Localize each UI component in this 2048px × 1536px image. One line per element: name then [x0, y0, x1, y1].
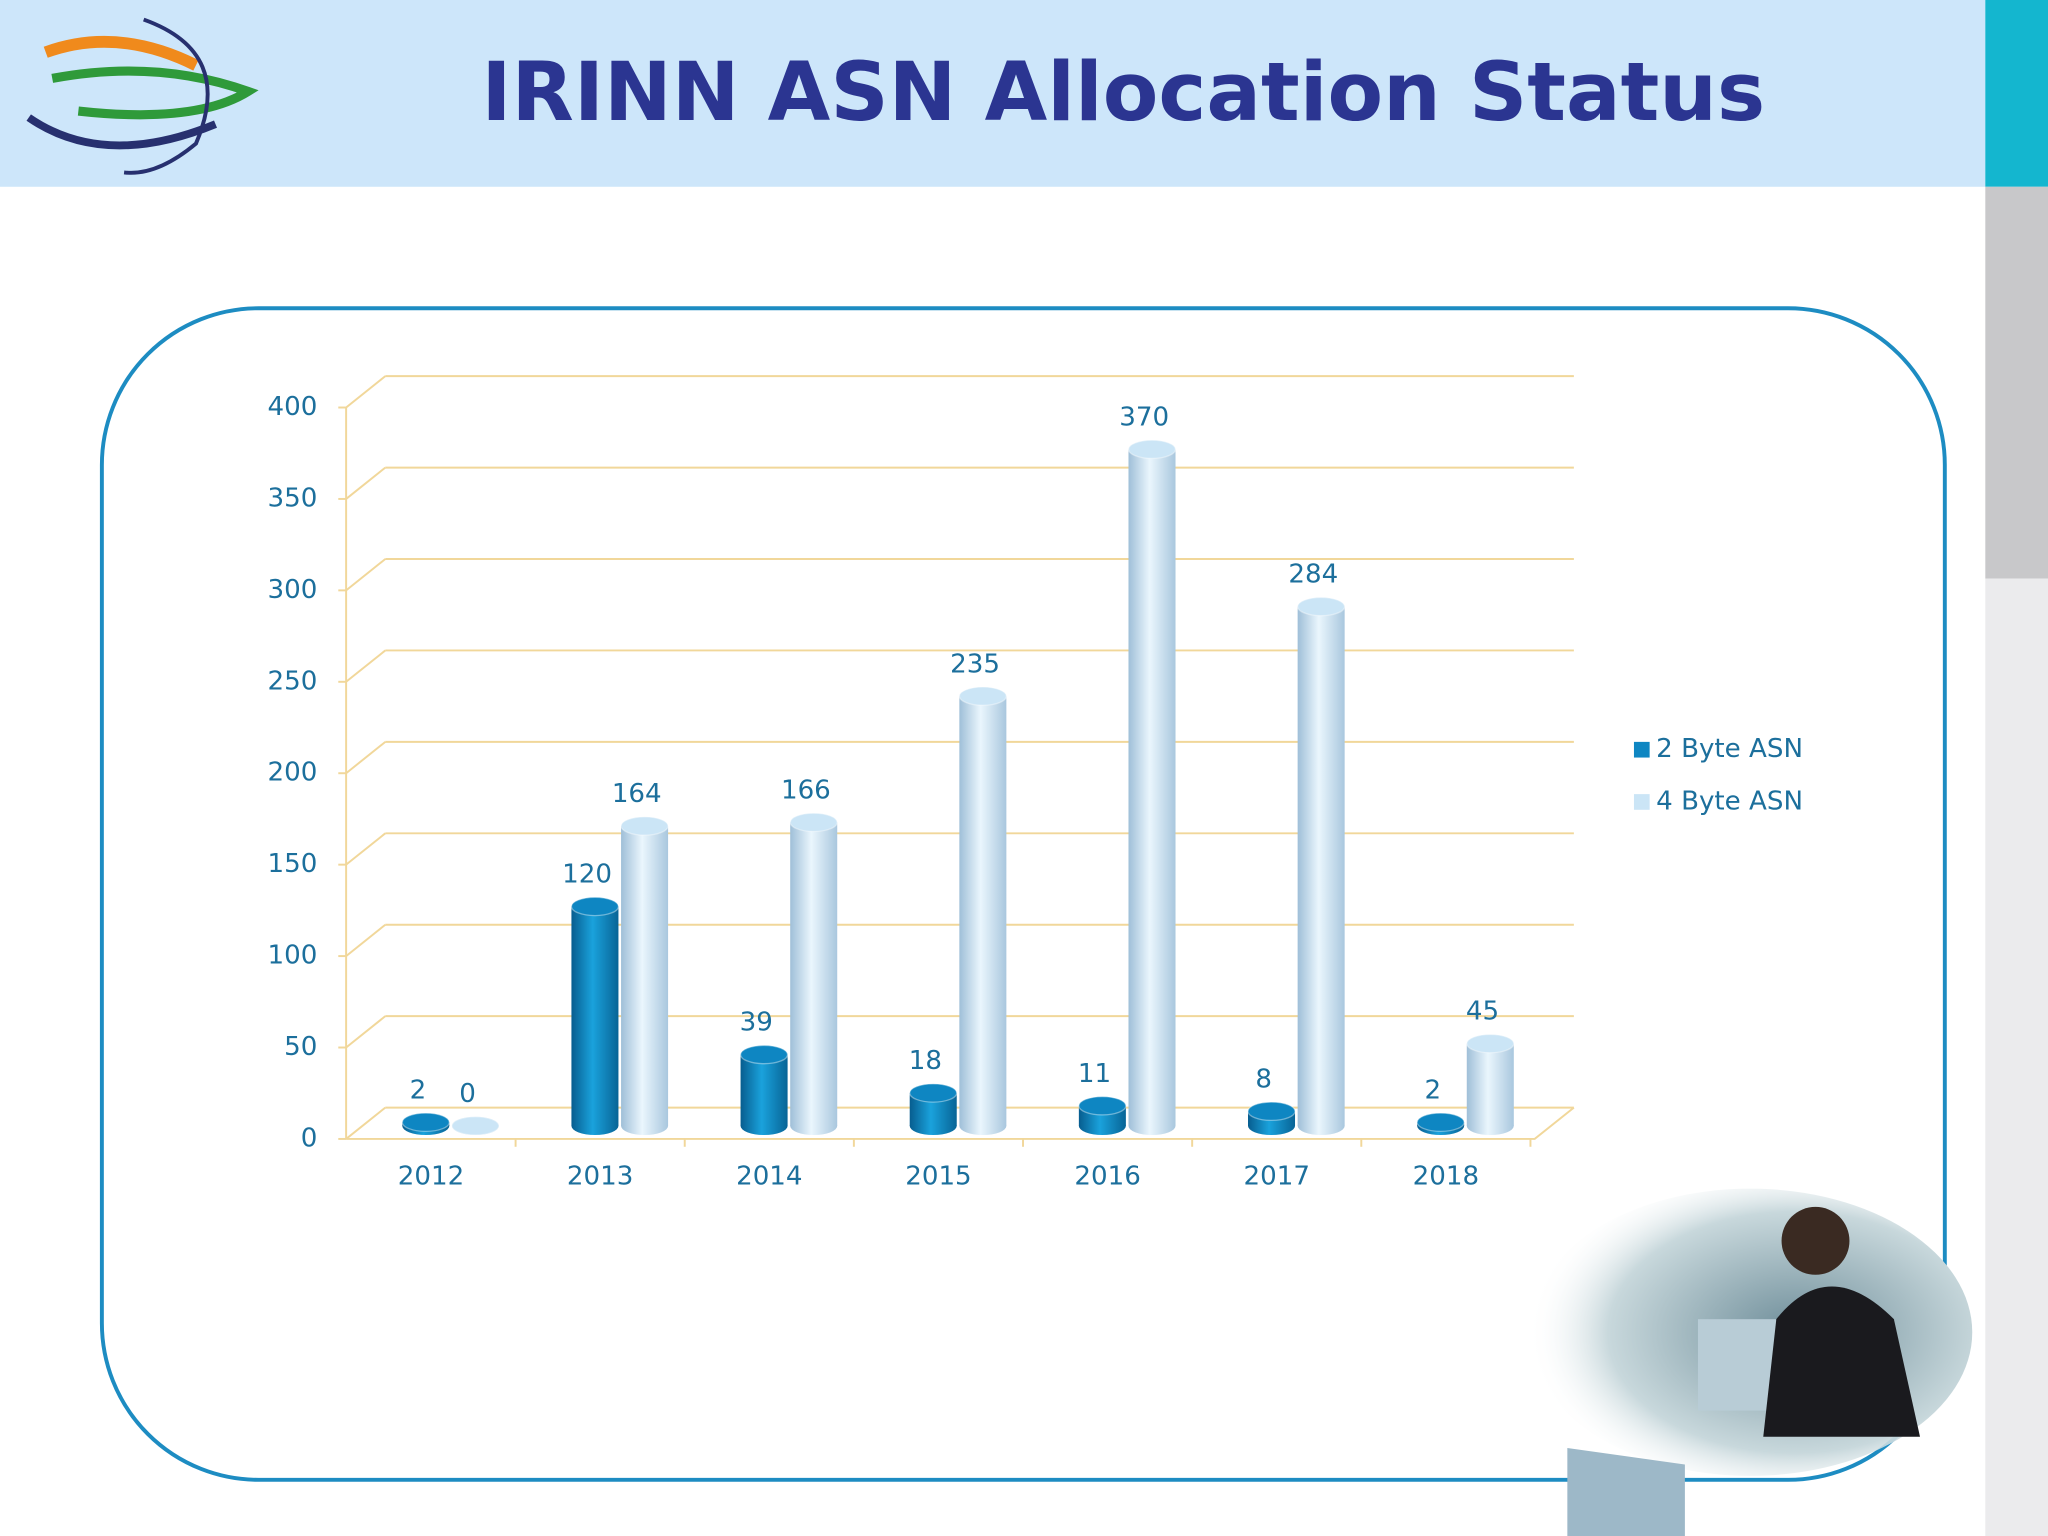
- grid-line: [345, 558, 386, 592]
- bar: [1296, 596, 1346, 1136]
- bar: [401, 1112, 450, 1136]
- chart-frame: [99, 306, 1947, 1482]
- x-tick-label: 2016: [1074, 1161, 1140, 1191]
- bar: [739, 1044, 789, 1136]
- bar: [1416, 1112, 1465, 1136]
- bar: [1466, 1033, 1515, 1136]
- grid-line: [345, 649, 386, 683]
- y-tick-label: 0: [301, 1123, 318, 1153]
- y-tick-label: 400: [268, 392, 318, 422]
- x-tick-label: 2017: [1244, 1161, 1310, 1191]
- logo: [26, 17, 259, 175]
- legend-swatch: [1633, 794, 1650, 810]
- data-label: 18: [909, 1046, 942, 1076]
- bar: [570, 896, 620, 1136]
- side-strip: [1985, 0, 2048, 187]
- x-tick-label: 2018: [1413, 1161, 1479, 1191]
- bar: [1247, 1101, 1296, 1136]
- data-label: 370: [1119, 402, 1169, 432]
- data-label: 284: [1288, 560, 1338, 590]
- data-label: 0: [459, 1079, 476, 1109]
- data-label: 39: [740, 1008, 773, 1038]
- header-band: [0, 0, 1986, 187]
- slide-title: IRINN ASN Allocation Status: [481, 46, 1765, 140]
- y-tick-label: 350: [268, 483, 318, 513]
- x-tick-label: 2015: [905, 1161, 971, 1191]
- floor: [346, 1106, 1575, 1140]
- x-tick-label: 2013: [567, 1161, 633, 1191]
- data-label: 235: [950, 649, 1000, 679]
- bar: [451, 1116, 500, 1136]
- data-label: 2: [1425, 1075, 1442, 1105]
- bar: [620, 816, 669, 1136]
- grid-line: [345, 1106, 386, 1140]
- grid-line: [345, 741, 386, 774]
- bar: [958, 686, 1008, 1136]
- x-tick-label: 2014: [736, 1161, 802, 1191]
- y-tick-label: 300: [268, 575, 318, 605]
- legend-label: 2 Byte ASN: [1656, 734, 1803, 764]
- y-tick-label: 50: [284, 1032, 317, 1062]
- data-label: 45: [1466, 997, 1499, 1027]
- plot: 0 50 100 150 200 250 300 350 400 2012 2 0 2013 120 164…: [268, 375, 1803, 1191]
- legend-label: 4 Byte ASN: [1656, 786, 1803, 816]
- grid-line: [345, 1015, 386, 1049]
- data-label: 2: [410, 1075, 427, 1105]
- photo: [1528, 1188, 1973, 1536]
- bar: [909, 1083, 958, 1136]
- side-strip: [1985, 186, 2048, 579]
- grid-line: [345, 466, 386, 500]
- bar: [789, 812, 838, 1136]
- grid-line: [345, 923, 386, 957]
- data-label: 120: [562, 860, 612, 890]
- grid-line: [345, 832, 386, 866]
- y-tick-label: 250: [268, 666, 318, 696]
- data-label: 8: [1255, 1064, 1272, 1094]
- x-tick-label: 2012: [398, 1161, 464, 1191]
- y-tick-label: 150: [268, 849, 318, 879]
- data-label: 11: [1078, 1059, 1111, 1089]
- bar: [1078, 1095, 1127, 1136]
- y-tick-label: 100: [268, 941, 318, 971]
- grid-line: [345, 375, 386, 409]
- bar: [1127, 439, 1177, 1136]
- legend-swatch: [1633, 741, 1650, 758]
- y-tick-label: 200: [268, 758, 318, 788]
- data-label: 166: [781, 775, 831, 805]
- side-strip: [1985, 578, 2048, 1536]
- data-label: 164: [612, 779, 662, 809]
